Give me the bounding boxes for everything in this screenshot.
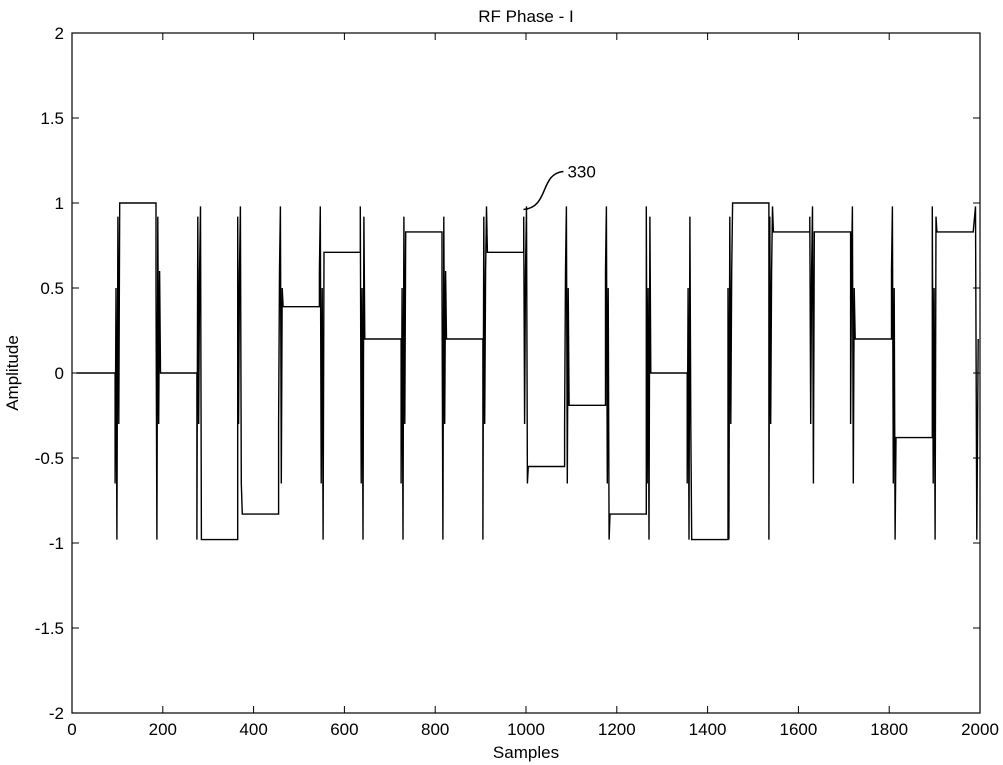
y-tick-label: -1.5	[35, 619, 64, 638]
y-axis-label: Amplitude	[3, 335, 22, 411]
y-tick-label: 1	[55, 194, 64, 213]
annotation-leader-line	[523, 170, 564, 211]
y-tick-label: -2	[49, 704, 64, 723]
y-tick-label: -0.5	[35, 449, 64, 468]
axis-ticks: 0 200 400 600 800 1000 1200 1400 1600 1800 2000 -2 -…	[35, 24, 999, 739]
x-tick-label: 1800	[870, 720, 908, 739]
x-tick-label: 2000	[961, 720, 999, 739]
y-tick-label: 1.5	[40, 109, 64, 128]
x-tick-label: 1600	[779, 720, 817, 739]
x-tick-label: 200	[149, 720, 177, 739]
series-line	[76, 202, 979, 541]
y-tick-label: 0.5	[40, 279, 64, 298]
axes-frame	[71, 32, 981, 714]
x-tick-label: 600	[330, 720, 358, 739]
x-tick-label: 1200	[598, 720, 636, 739]
x-tick-label: 400	[239, 720, 267, 739]
x-tick-label: 0	[67, 720, 76, 739]
plot-area	[76, 202, 979, 541]
y-tick-label: 0	[55, 364, 64, 383]
chart-title: RF Phase - I	[478, 7, 573, 26]
x-tick-label: 800	[421, 720, 449, 739]
y-tick-label: 2	[55, 24, 64, 43]
x-tick-label: 1400	[689, 720, 727, 739]
annotation-label: 330	[567, 163, 595, 182]
x-tick-label: 1000	[507, 720, 545, 739]
y-tick-label: -1	[49, 534, 64, 553]
x-axis-label: Samples	[493, 743, 559, 762]
annotation-330: 330	[523, 163, 596, 211]
